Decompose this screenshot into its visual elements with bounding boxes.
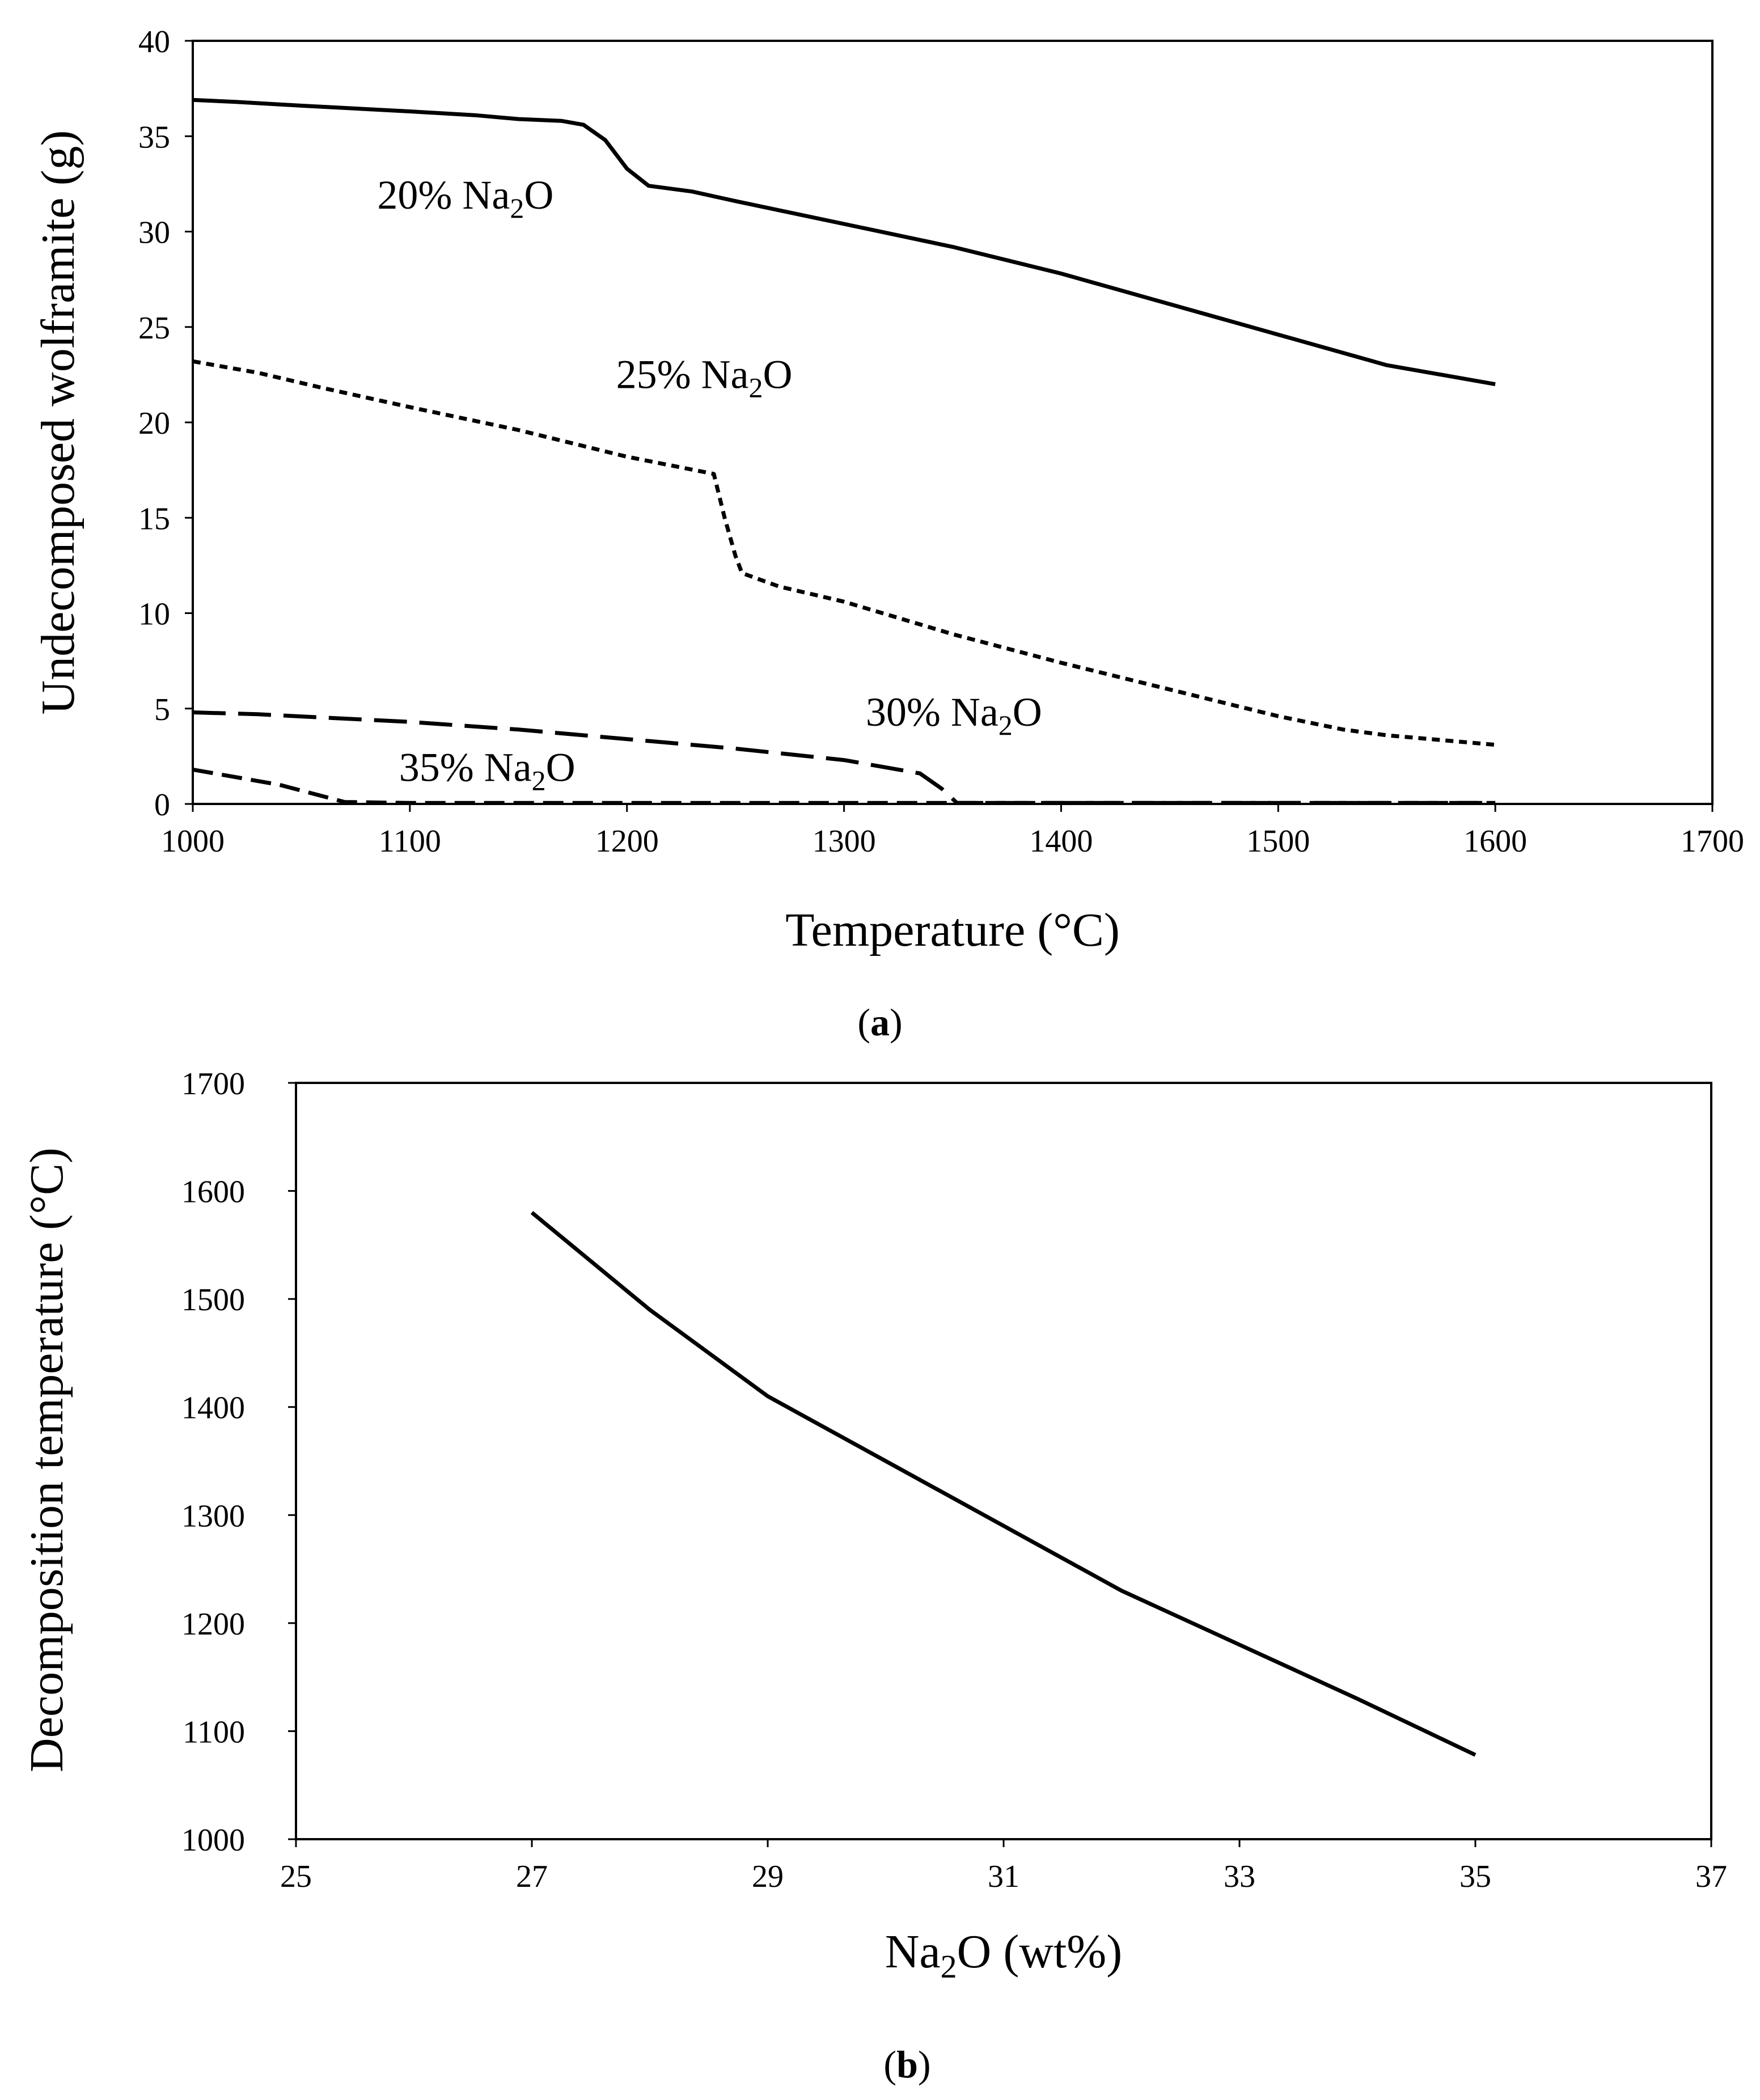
chart-a-y-tick-label: 35 [138, 120, 170, 155]
chart-a-series-label-2: 25% Na2O [616, 352, 793, 403]
chart-a-x-tick-label: 1400 [1029, 824, 1093, 859]
chart-a-lines [192, 98, 1496, 805]
chart-b-ticks: 25 27 29 31 33 35 37 1000 1100 1200 1300 1400 1500 16… [181, 1066, 1727, 1894]
chart-a-y-tick-label: 10 [138, 597, 170, 632]
chart-b-x-tick-label: 31 [988, 1859, 1019, 1894]
chart-a-panel-label: (a) [857, 1001, 902, 1044]
chart-a-series-line-1 [192, 98, 1496, 387]
chart-a-series-line-4 [192, 767, 1496, 805]
chart-b-y-tick-label: 1200 [181, 1607, 245, 1642]
chart-a-x-tick-label: 1300 [813, 824, 876, 859]
chart-b-y-tick-label: 1500 [181, 1282, 245, 1318]
chart-a-y-tick-label: 30 [138, 215, 170, 251]
chart-b-series-line-1 [530, 1210, 1476, 1757]
chart-a: 1000 1100 1200 1300 1400 1500 1600 1700 0 5 10 15 20… [32, 24, 1744, 1044]
chart-b-x-tick-label: 25 [280, 1859, 312, 1894]
chart-b-y-tick-label: 1700 [181, 1066, 245, 1102]
chart-b-y-tick-label: 1000 [181, 1823, 245, 1858]
chart-a-y-tick-label: 40 [138, 24, 170, 60]
chart-b-x-tick-label: 35 [1459, 1859, 1491, 1894]
chart-b-y-tick-label: 1600 [181, 1175, 245, 1210]
chart-a-y-tick-label: 20 [138, 406, 170, 441]
chart-a-x-axis-title: Temperature (°C) [785, 904, 1120, 956]
chart-a-series-label-4: 35% Na2O [399, 745, 576, 797]
chart-a-series-line-2 [192, 359, 1496, 747]
chart-a-x-tick-label: 1200 [595, 824, 659, 859]
chart-a-y-tick-label: 0 [154, 787, 170, 823]
chart-a-series-labels: 20% Na2O 25% Na2O 30% Na2O 35% Na2O [377, 172, 1042, 797]
chart-b-x-tick-label: 27 [516, 1859, 548, 1894]
chart-b-x-tick-label: 37 [1695, 1859, 1727, 1894]
chart-a-x-tick-label: 1700 [1681, 824, 1744, 859]
chart-a-x-tick-label: 1500 [1246, 824, 1310, 859]
chart-a-series-line-3 [192, 710, 1496, 805]
chart-b-x-tick-label: 29 [752, 1859, 784, 1894]
chart-b: 25 27 29 31 33 35 37 1000 1100 1200 1300 1400 1500 16… [20, 1066, 1727, 2086]
chart-a-x-tick-label: 1600 [1463, 824, 1527, 859]
chart-b-lines [530, 1210, 1476, 1757]
chart-b-y-tick-label: 1100 [183, 1714, 245, 1750]
chart-a-y-tick-label: 25 [138, 311, 170, 346]
chart-a-x-tick-label: 1000 [161, 824, 225, 859]
chart-a-y-tick-label: 15 [138, 501, 170, 536]
chart-b-y-axis-title: Decomposition temperature (°C) [20, 1148, 73, 1772]
chart-a-y-tick-label: 5 [154, 692, 170, 727]
chart-a-series-label-3: 30% Na2O [866, 689, 1042, 741]
chart-b-y-tick-label: 1300 [181, 1498, 245, 1534]
chart-a-ticks: 1000 1100 1200 1300 1400 1500 1600 1700 0 5 10 15 20… [138, 24, 1744, 859]
chart-b-panel-label: (b) [883, 2043, 930, 2086]
chart-b-x-axis-title: Na2O (wt%) [885, 1925, 1123, 1985]
chart-b-y-tick-label: 1400 [181, 1391, 245, 1426]
chart-a-x-tick-label: 1100 [379, 824, 441, 859]
chart-a-y-axis-title: Undecomposed wolframite (g) [32, 130, 84, 714]
chart-b-plot-frame [295, 1082, 1712, 1840]
chart-a-series-label-1: 20% Na2O [377, 172, 553, 224]
chart-b-x-tick-label: 33 [1224, 1859, 1255, 1894]
